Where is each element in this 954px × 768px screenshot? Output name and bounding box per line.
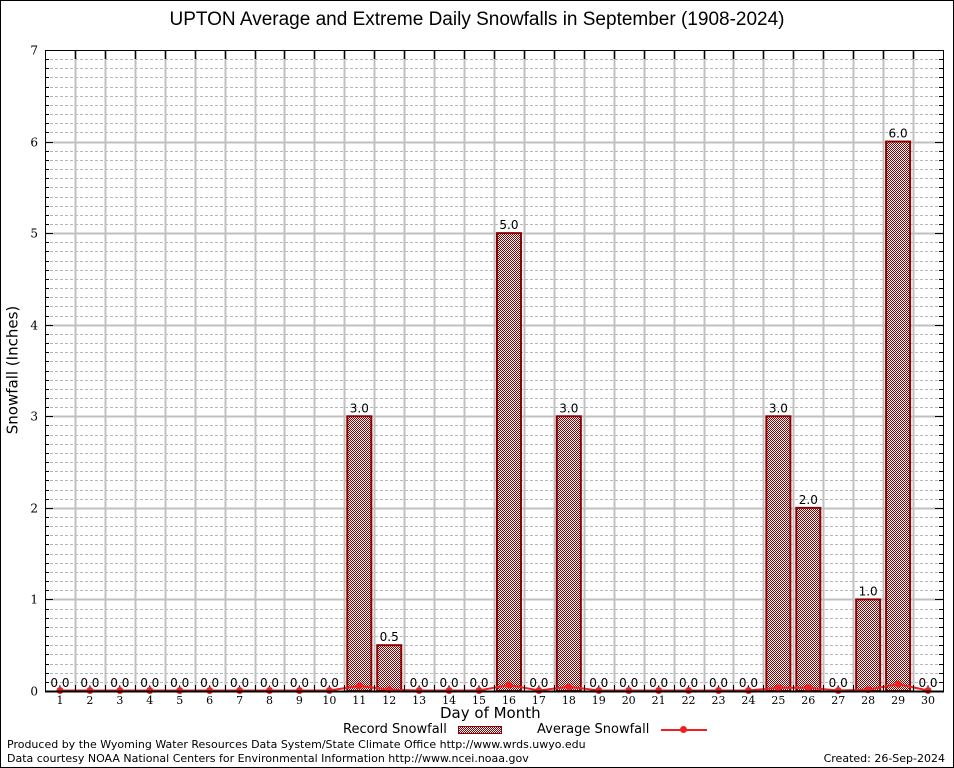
x-tick-label: 16 <box>502 694 516 707</box>
bar-value-label: 1.0 <box>859 584 878 598</box>
bar-day-11 <box>346 415 373 692</box>
x-tick-label: 15 <box>472 694 486 707</box>
average-point-day-18 <box>565 683 573 691</box>
x-tick-label: 28 <box>861 694 875 707</box>
bar-day-12 <box>376 644 403 693</box>
bar-value-label: 0.0 <box>200 676 219 690</box>
bar-day-16 <box>495 232 522 692</box>
bar-value-label: 0.0 <box>469 676 488 690</box>
x-tick-label: 21 <box>652 694 666 707</box>
x-tick-label: 10 <box>322 694 336 707</box>
x-axis-label: Day of Month <box>440 704 541 722</box>
bar-value-label: 0.0 <box>619 676 638 690</box>
bar-value-label: 0.0 <box>918 676 937 690</box>
x-tick-label: 23 <box>712 694 726 707</box>
y-tick-label: 6 <box>30 136 38 150</box>
bar-value-label: 0.0 <box>440 676 459 690</box>
x-tick-label: 7 <box>236 694 243 707</box>
bar-value-label: 0.0 <box>290 676 309 690</box>
x-tick-label: 11 <box>352 694 366 707</box>
chart-title: UPTON Average and Extreme Daily Snowfall… <box>169 9 785 30</box>
bar-value-label: 0.0 <box>260 676 279 690</box>
bar-value-label: 0.0 <box>140 676 159 690</box>
x-tick-label: 18 <box>562 694 576 707</box>
x-tick-label: 9 <box>296 694 303 707</box>
bar-value-label: 0.0 <box>529 676 548 690</box>
credit-line-2: Data courtesy NOAA National Centers for … <box>7 752 529 765</box>
bar-value-label: 3.0 <box>350 401 369 415</box>
y-tick-label: 0 <box>30 685 38 699</box>
x-tick-label: 20 <box>622 694 636 707</box>
legend-record-swatch <box>458 726 502 734</box>
bar-day-28 <box>855 598 882 693</box>
bar-value-label: 3.0 <box>559 401 578 415</box>
average-point-day-29 <box>894 680 902 688</box>
bar-value-label: 2.0 <box>799 493 818 507</box>
y-tick-label: 5 <box>30 227 38 241</box>
bar-value-label: 6.0 <box>889 127 908 141</box>
bar-day-18 <box>555 415 582 692</box>
bar-day-25 <box>765 415 792 692</box>
x-tick-label: 24 <box>741 694 755 707</box>
x-tick-label: 26 <box>801 694 815 707</box>
x-tick-label: 29 <box>891 694 905 707</box>
bar-value-label: 0.0 <box>170 676 189 690</box>
y-axis-label: Snowfall (Inches) <box>3 305 22 435</box>
average-point-day-26 <box>804 684 812 692</box>
bar-value-label: 0.0 <box>739 676 758 690</box>
bar-day-29 <box>885 140 912 693</box>
bar-value-label: 0.0 <box>110 676 129 690</box>
x-tick-label: 2 <box>86 694 93 707</box>
bar-value-label: 3.0 <box>769 401 788 415</box>
x-tick-label: 8 <box>266 694 273 707</box>
x-tick-label: 5 <box>176 694 183 707</box>
x-tick-label: 19 <box>592 694 606 707</box>
bar-value-label: 0.0 <box>80 676 99 690</box>
bar-day-26 <box>795 506 822 692</box>
credit-line-1: Produced by the Wyoming Water Resources … <box>7 738 586 751</box>
created-date: Created: 26-Sep-2024 <box>823 752 945 765</box>
x-tick-label: 14 <box>442 694 456 707</box>
average-point-day-11 <box>355 682 363 690</box>
legend-record-label: Record Snowfall <box>343 722 447 737</box>
x-tick-label: 17 <box>532 694 546 707</box>
x-tick-label: 30 <box>921 694 935 707</box>
bar-value-label: 0.0 <box>320 676 339 690</box>
y-tick-label: 1 <box>30 593 38 607</box>
legend: Record Snowfall Average Snowfall <box>0 722 954 737</box>
bar-value-label: 0.0 <box>829 676 848 690</box>
x-tick-label: 4 <box>146 694 153 707</box>
average-point-day-16 <box>505 681 513 689</box>
x-tick-label: 1 <box>56 694 63 707</box>
bar-value-label: 0.5 <box>380 630 399 644</box>
bar-value-label: 0.0 <box>589 676 608 690</box>
bar-value-label: 0.0 <box>679 676 698 690</box>
bar-value-label: 5.0 <box>499 218 518 232</box>
x-tick-label: 13 <box>412 694 426 707</box>
average-point-day-25 <box>774 684 782 692</box>
y-tick-label: 2 <box>30 502 38 516</box>
y-tick-label: 3 <box>30 410 38 424</box>
x-tick-label: 27 <box>831 694 845 707</box>
y-tick-label: 4 <box>30 319 38 333</box>
x-tick-label: 25 <box>771 694 785 707</box>
bar-value-label: 0.0 <box>50 676 69 690</box>
bar-value-label: 0.0 <box>709 676 728 690</box>
x-tick-label: 6 <box>206 694 213 707</box>
legend-average-marker <box>680 726 687 733</box>
bar-value-label: 0.0 <box>649 676 668 690</box>
y-tick-label: 7 <box>30 44 38 58</box>
legend-average-label: Average Snowfall <box>537 722 650 737</box>
x-tick-label: 3 <box>116 694 123 707</box>
bar-value-label: 0.0 <box>230 676 249 690</box>
x-tick-label: 22 <box>682 694 696 707</box>
x-tick-label: 12 <box>382 694 396 707</box>
bar-value-label: 0.0 <box>410 676 429 690</box>
